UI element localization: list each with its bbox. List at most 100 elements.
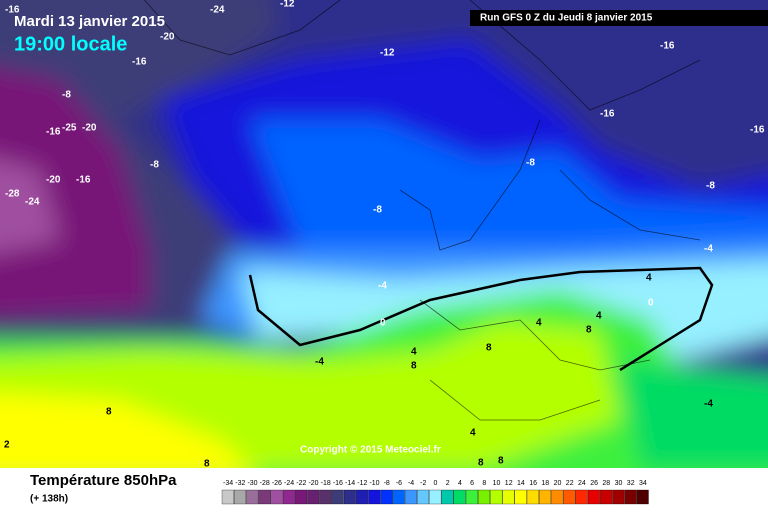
legend-value: -32 bbox=[235, 480, 245, 487]
legend-value: -4 bbox=[408, 480, 414, 487]
legend-swatch bbox=[465, 489, 478, 505]
legend-swatch bbox=[380, 489, 393, 505]
contour-label: 0 bbox=[380, 318, 386, 329]
legend-value: -10 bbox=[369, 480, 379, 487]
footer-title: Température 850hPa bbox=[30, 472, 177, 489]
legend-value: 0 bbox=[434, 480, 438, 487]
legend-swatch bbox=[636, 489, 649, 505]
contour-label: -16 bbox=[600, 109, 615, 120]
contour-label: 8 bbox=[498, 456, 504, 467]
legend-swatch bbox=[539, 489, 552, 505]
footer-lead: (+ 138h) bbox=[30, 494, 68, 505]
contour-label: -8 bbox=[150, 160, 159, 171]
legend-swatch bbox=[600, 489, 613, 505]
legend-value: 24 bbox=[578, 480, 586, 487]
contour-label: 4 bbox=[596, 311, 602, 322]
contour-label: 8 bbox=[486, 343, 492, 354]
legend-swatch bbox=[429, 489, 442, 505]
legend-value: -16 bbox=[333, 480, 343, 487]
legend-swatch bbox=[514, 489, 527, 505]
legend-value: 34 bbox=[639, 480, 647, 487]
legend-swatch bbox=[587, 489, 600, 505]
legend-swatch bbox=[295, 489, 308, 505]
legend-value: 22 bbox=[566, 480, 574, 487]
contour-label: -20 bbox=[160, 32, 175, 43]
legend-swatch bbox=[612, 489, 625, 505]
zero-isotherm bbox=[248, 266, 714, 372]
contour-label: 0 bbox=[648, 298, 654, 309]
legend-value: -30 bbox=[247, 480, 257, 487]
legend-value: -24 bbox=[284, 480, 294, 487]
legend-swatch bbox=[246, 489, 259, 505]
legend-value: 4 bbox=[458, 480, 462, 487]
contour-label: -4 bbox=[315, 357, 324, 368]
legend-swatch bbox=[453, 489, 466, 505]
contour-label: -28 bbox=[5, 189, 20, 200]
contour-label: 8 bbox=[478, 458, 484, 469]
legend-value: 28 bbox=[602, 480, 610, 487]
legend-swatch bbox=[502, 489, 515, 505]
legend-value: -22 bbox=[296, 480, 306, 487]
legend-value: 8 bbox=[482, 480, 486, 487]
contour-label: -24 bbox=[210, 5, 225, 16]
legend-value: -6 bbox=[396, 480, 402, 487]
legend-swatch bbox=[331, 489, 344, 505]
contour-label: 8 bbox=[411, 361, 417, 372]
contour-label: 4 bbox=[470, 428, 476, 439]
contour-label: 8 bbox=[586, 325, 592, 336]
legend-value: 26 bbox=[590, 480, 598, 487]
contour-label: -8 bbox=[62, 90, 71, 101]
legend-value: 12 bbox=[505, 480, 513, 487]
contour-label: -25 bbox=[62, 123, 77, 134]
contour-label: -16 bbox=[750, 125, 765, 136]
legend-swatch bbox=[282, 489, 295, 505]
contour-label: 4 bbox=[536, 318, 542, 329]
legend-swatch bbox=[551, 489, 564, 505]
contour-label: -4 bbox=[378, 281, 387, 292]
legend-swatch bbox=[490, 489, 503, 505]
contour-label: 2 bbox=[4, 440, 10, 451]
forecast-time: 19:00 locale bbox=[14, 33, 127, 55]
contour-label: -4 bbox=[704, 244, 713, 255]
contour-label: -12 bbox=[280, 0, 295, 10]
legend-value: 16 bbox=[529, 480, 537, 487]
contour-label: -16 bbox=[132, 57, 147, 68]
legend-swatch bbox=[417, 489, 430, 505]
contour-label: -8 bbox=[373, 205, 382, 216]
contour-label: 4 bbox=[411, 347, 417, 358]
run-info: Run GFS 0 Z du Jeudi 8 janvier 2015 bbox=[480, 13, 653, 24]
contour-label: -16 bbox=[76, 175, 91, 186]
legend-value: 14 bbox=[517, 480, 525, 487]
legend-swatch bbox=[270, 489, 283, 505]
legend-value: -12 bbox=[357, 480, 367, 487]
legend-value: 20 bbox=[554, 480, 562, 487]
contour-label: -4 bbox=[704, 399, 713, 410]
run-banner bbox=[470, 10, 768, 26]
legend-swatch bbox=[234, 489, 247, 505]
legend-swatch bbox=[404, 489, 417, 505]
legend-swatch bbox=[478, 489, 491, 505]
legend-value: -8 bbox=[384, 480, 390, 487]
contour-label: 8 bbox=[106, 407, 112, 418]
contour-label: -20 bbox=[82, 123, 97, 134]
legend-swatch bbox=[575, 489, 588, 505]
legend-swatch bbox=[563, 489, 576, 505]
legend-value: 6 bbox=[470, 480, 474, 487]
contour-label: -16 bbox=[660, 41, 675, 52]
legend-swatch bbox=[392, 489, 405, 505]
legend-swatch bbox=[221, 489, 234, 505]
legend-value: -18 bbox=[321, 480, 331, 487]
legend-value: 30 bbox=[615, 480, 623, 487]
legend-value: -2 bbox=[420, 480, 426, 487]
legend-swatch bbox=[526, 489, 539, 505]
contour-label: 4 bbox=[646, 273, 652, 284]
copyright: Copyright © 2015 Meteociel.fr bbox=[300, 445, 441, 456]
legend-swatch bbox=[319, 489, 332, 505]
contour-label: -16 bbox=[46, 127, 61, 138]
legend-value: -20 bbox=[308, 480, 318, 487]
legend-value: -26 bbox=[272, 480, 282, 487]
legend-value: 10 bbox=[493, 480, 501, 487]
legend-swatch bbox=[624, 489, 637, 505]
